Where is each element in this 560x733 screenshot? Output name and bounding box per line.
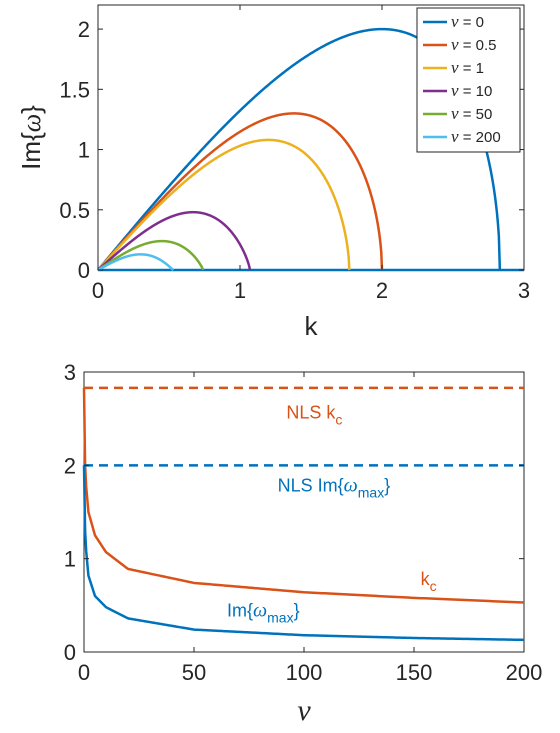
x-tick-label: 3 (518, 278, 530, 303)
legend: ν = 0 ν = 0.5 ν = 1 ν = 10 ν = 50 ν = 200 (416, 7, 521, 153)
nu-dependence-curve (82, 465, 525, 642)
x-tick-label: 2 (376, 278, 388, 303)
top-chart-ticks: 0 1 2 3 0 0.5 1 1.5 2 (59, 5, 530, 303)
curve-annotation: Im{ωmax} (227, 600, 300, 626)
legend-box (416, 7, 521, 153)
y-tick-label: 2 (64, 453, 76, 478)
growth-rate-curve (97, 253, 175, 272)
growth-rate-curve (97, 210, 252, 271)
legend-entry: ν = 10 (451, 81, 492, 100)
x-tick-label: 50 (182, 660, 206, 685)
curve-annotation: NLS kc (286, 403, 342, 428)
y-tick-label: 3 (64, 360, 76, 385)
y-tick-label: 1.5 (59, 77, 90, 102)
y-tick-label: 2 (78, 17, 90, 42)
bottom-x-axis-label: ν (297, 694, 311, 727)
y-tick-label: 1 (64, 547, 76, 572)
legend-entry: ν = 50 (451, 104, 492, 123)
nu-dependence-curve (82, 387, 525, 604)
x-tick-label: 200 (506, 660, 543, 685)
growth-rate-curve (97, 239, 205, 272)
bottom-chart-annotations: NLS kc NLS Im{ωmax} kc Im{ωmax} (227, 403, 437, 626)
bottom-chart: 0 50 100 150 200 0 1 2 3 NLS kc NLS Im{ωmax} kc Im{… (64, 360, 543, 727)
x-tick-label: 150 (396, 660, 433, 685)
growth-rate-curve (97, 138, 351, 271)
curve-annotation: kc (421, 569, 437, 594)
legend-entry: ν = 0.5 (451, 35, 497, 54)
legend-entry: ν = 0 (451, 12, 484, 31)
top-chart: 0 1 2 300.511.52 k Im{ω} ν = 0ν = 0.5ν = 1ν… (16, 4, 530, 341)
legend-entry: ν = 1 (451, 58, 484, 77)
legend-entry: ν = 200 (451, 127, 501, 146)
x-tick-label: 100 (286, 660, 323, 685)
x-tick-label: 0 (92, 278, 104, 303)
curve-annotation: NLS Im{ωmax} (278, 474, 391, 500)
y-tick-label: 0 (64, 640, 76, 665)
y-tick-label: 0.5 (59, 198, 90, 223)
bottom-chart-series (82, 386, 525, 642)
y-tick-label: 0 (78, 258, 90, 283)
y-tick-label: 1 (78, 138, 90, 163)
top-x-axis-label: k (305, 311, 319, 341)
growth-rate-curve (97, 112, 384, 271)
x-tick-label: 1 (234, 278, 246, 303)
top-y-axis-label: Im{ω} (16, 105, 46, 170)
bottom-chart-ticks: 0 50 100 150 200 0 1 2 3 (64, 360, 543, 685)
x-tick-label: 0 (78, 660, 90, 685)
